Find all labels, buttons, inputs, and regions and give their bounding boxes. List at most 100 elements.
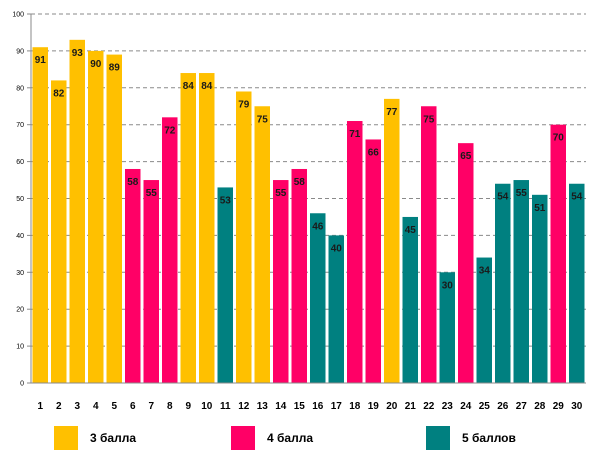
- data-label-13: 75: [257, 114, 269, 125]
- x-tick-label-5: 5: [111, 401, 117, 412]
- x-tick-label-1: 1: [37, 401, 43, 412]
- y-tick-label: 10: [16, 344, 24, 351]
- y-tick-label: 80: [16, 85, 24, 92]
- data-label-15: 58: [294, 177, 306, 188]
- x-tick-label-16: 16: [312, 401, 324, 412]
- x-tick-label-4: 4: [93, 401, 99, 412]
- legend-swatch-5: [426, 426, 450, 450]
- data-label-17: 40: [331, 243, 343, 254]
- y-tick-label: 50: [16, 196, 24, 203]
- x-tick-label-8: 8: [167, 401, 173, 412]
- data-label-22: 75: [423, 114, 435, 125]
- x-tick-label-12: 12: [238, 401, 250, 412]
- bar-24: [458, 143, 474, 383]
- bar-17: [328, 235, 344, 383]
- data-label-21: 45: [405, 225, 417, 236]
- data-label-26: 54: [497, 192, 509, 203]
- data-label-29: 70: [553, 133, 565, 144]
- y-tick-label: 20: [16, 307, 24, 314]
- bar-15: [291, 168, 307, 383]
- bar-23: [439, 272, 455, 383]
- data-label-24: 65: [460, 151, 472, 162]
- y-tick-label: 90: [16, 48, 24, 55]
- bar-14: [273, 180, 289, 383]
- bar-12: [236, 91, 252, 384]
- x-tick-label-19: 19: [368, 401, 380, 412]
- data-label-5: 89: [109, 63, 121, 74]
- x-tick-label-22: 22: [423, 401, 435, 412]
- bar-20: [384, 98, 400, 384]
- data-label-30: 54: [571, 192, 583, 203]
- x-tick-label-21: 21: [405, 401, 417, 412]
- y-tick-label: 70: [16, 122, 24, 129]
- x-tick-label-29: 29: [553, 401, 565, 412]
- bar-29: [550, 124, 566, 383]
- x-tick-label-3: 3: [74, 401, 80, 412]
- legend-item-3: 3 балла: [54, 425, 136, 451]
- bar-19: [365, 139, 381, 383]
- bar-8: [162, 117, 178, 383]
- bar-30: [569, 183, 585, 383]
- data-label-8: 72: [164, 125, 176, 136]
- bar-11: [217, 187, 233, 383]
- x-tick-label-25: 25: [479, 401, 491, 412]
- data-label-28: 51: [534, 203, 546, 214]
- bar-6: [125, 168, 141, 383]
- bar-3: [69, 39, 85, 384]
- x-tick-label-13: 13: [257, 401, 269, 412]
- x-tick-label-23: 23: [442, 401, 454, 412]
- x-tick-label-7: 7: [148, 401, 154, 412]
- bar-2: [51, 80, 67, 384]
- x-tick-label-26: 26: [497, 401, 509, 412]
- x-tick-label-27: 27: [516, 401, 528, 412]
- data-label-12: 79: [238, 99, 250, 110]
- data-label-9: 84: [183, 81, 195, 92]
- x-tick-label-14: 14: [275, 401, 287, 412]
- y-axis: 0 10 20 30 40 50 60 70 80 90 100: [12, 12, 32, 388]
- data-label-19: 66: [368, 147, 380, 158]
- bar-26: [495, 183, 511, 383]
- data-label-27: 55: [516, 188, 528, 199]
- legend-item-5: 5 баллов: [426, 425, 516, 451]
- data-label-25: 34: [479, 266, 491, 277]
- legend-item-4: 4 балла: [231, 425, 313, 451]
- legend-label-3: 3 балла: [90, 431, 137, 445]
- legend-label-5: 5 баллов: [462, 431, 516, 445]
- data-label-6: 58: [127, 177, 139, 188]
- data-label-4: 90: [90, 59, 102, 70]
- x-tick-label-24: 24: [460, 401, 472, 412]
- bar-1: [32, 47, 48, 384]
- x-tick-label-11: 11: [220, 401, 231, 412]
- x-tick-label-30: 30: [571, 401, 583, 412]
- x-axis: 1 2 3 4 5 6 7 8 9 10 11 12 13 14 15 16 17 18 19 20 21 22 23 24 2…: [31, 382, 586, 412]
- data-label-1: 91: [35, 55, 47, 66]
- data-label-7: 55: [146, 188, 158, 199]
- bar-22: [421, 106, 437, 383]
- bar-27: [513, 180, 529, 383]
- legend-label-4: 4 балла: [267, 431, 314, 445]
- data-label-11: 53: [220, 195, 232, 206]
- x-tick-label-2: 2: [56, 401, 62, 412]
- x-tick-label-9: 9: [185, 401, 191, 412]
- data-label-23: 30: [442, 280, 454, 291]
- gridlines: [31, 13, 586, 347]
- bar-10: [199, 73, 215, 383]
- x-tick-label-20: 20: [386, 401, 398, 412]
- x-tick-label-15: 15: [294, 401, 306, 412]
- bar-9: [180, 73, 196, 383]
- y-tick-label: 100: [12, 12, 24, 19]
- bar-21: [402, 216, 418, 383]
- data-label-2: 82: [53, 88, 65, 99]
- data-labels: 91 82 93 90 89 58 55 72 84 84 53 79 75 55 58 46 40 71 66 77…: [35, 48, 583, 291]
- x-tick-label-28: 28: [534, 401, 546, 412]
- data-label-10: 84: [201, 81, 213, 92]
- bar-4: [88, 50, 104, 384]
- bar-25: [476, 257, 492, 383]
- bar-5: [106, 54, 122, 384]
- data-label-3: 93: [72, 48, 84, 59]
- x-tick-label-17: 17: [331, 401, 343, 412]
- bar-16: [310, 213, 326, 383]
- bar-13: [254, 106, 270, 383]
- legend-swatch-3: [54, 426, 78, 450]
- x-tick-label-6: 6: [130, 401, 136, 412]
